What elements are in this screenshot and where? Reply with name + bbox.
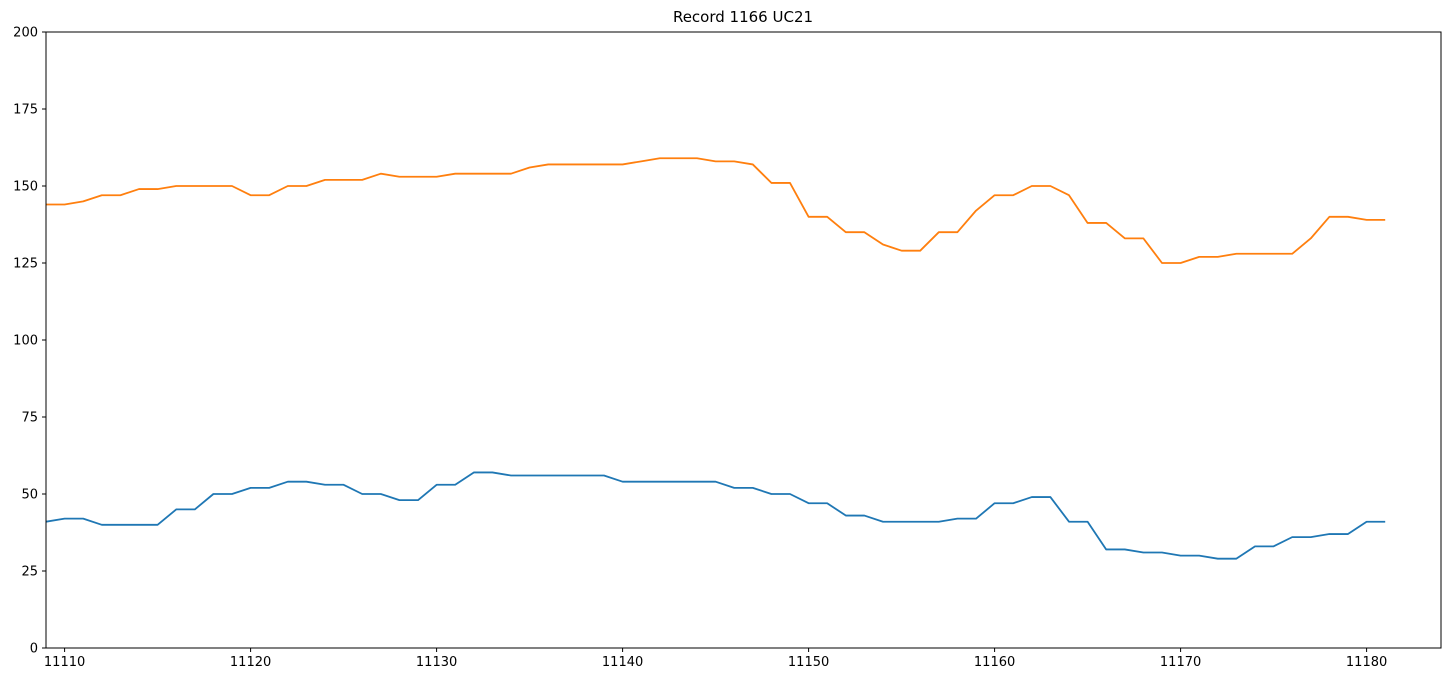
y-tick-label: 175 bbox=[13, 103, 38, 118]
y-tick-label: 100 bbox=[13, 334, 38, 349]
y-tick-label: 75 bbox=[21, 411, 38, 426]
series-line-2 bbox=[46, 157, 1386, 264]
y-tick-label: 125 bbox=[13, 257, 38, 272]
x-tick-label: 11130 bbox=[416, 655, 457, 670]
y-tick-label: 150 bbox=[13, 180, 38, 195]
x-tick-label: 11120 bbox=[230, 655, 271, 670]
x-tick-label: 11150 bbox=[788, 655, 829, 670]
series-line-1 bbox=[46, 471, 1386, 560]
y-tick-label: 50 bbox=[21, 488, 38, 503]
axes-layer: 11110 11120 11130 11140 11150 11160 11170 11180… bbox=[13, 26, 1442, 670]
chart-title: Record 1166 UC21 bbox=[673, 8, 813, 26]
y-tick-label: 0 bbox=[30, 642, 38, 657]
plot-frame bbox=[45, 31, 1442, 649]
series-layer bbox=[46, 157, 1386, 560]
y-tick-label: 25 bbox=[21, 565, 38, 580]
x-tick-label: 11170 bbox=[1160, 655, 1201, 670]
x-tick-label: 11110 bbox=[44, 655, 85, 670]
x-tick-label: 11180 bbox=[1346, 655, 1387, 670]
y-tick-label: 200 bbox=[13, 26, 38, 41]
x-tick-label: 11160 bbox=[974, 655, 1015, 670]
x-tick-label: 11140 bbox=[602, 655, 643, 670]
